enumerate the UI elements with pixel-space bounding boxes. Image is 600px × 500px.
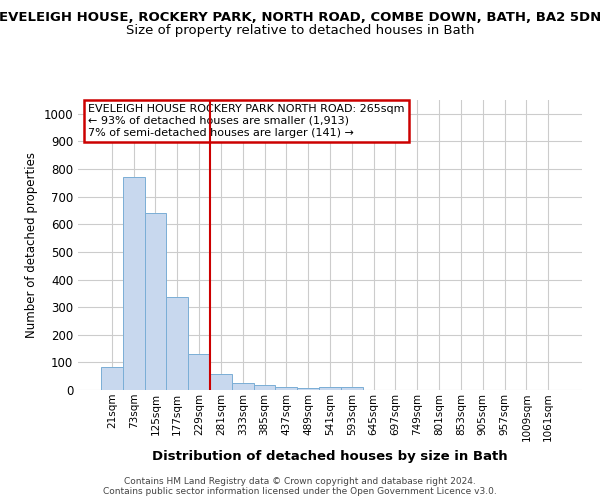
Bar [101, 368, 123, 390]
Bar [254, 385, 275, 390]
Bar [297, 388, 319, 390]
Bar [123, 178, 145, 390]
Bar [341, 387, 363, 390]
Text: EVELEIGH HOUSE, ROCKERY PARK, NORTH ROAD, COMBE DOWN, BATH, BA2 5DN: EVELEIGH HOUSE, ROCKERY PARK, NORTH ROAD… [0, 11, 600, 24]
Text: Contains HM Land Registry data © Crown copyright and database right 2024.: Contains HM Land Registry data © Crown c… [124, 478, 476, 486]
Text: EVELEIGH HOUSE ROCKERY PARK NORTH ROAD: 265sqm
← 93% of detached houses are smal: EVELEIGH HOUSE ROCKERY PARK NORTH ROAD: … [88, 104, 404, 138]
Bar [166, 298, 188, 390]
Text: Size of property relative to detached houses in Bath: Size of property relative to detached ho… [126, 24, 474, 37]
Y-axis label: Number of detached properties: Number of detached properties [25, 152, 38, 338]
Bar [145, 213, 166, 390]
Bar [188, 354, 210, 390]
Text: Contains public sector information licensed under the Open Government Licence v3: Contains public sector information licen… [103, 488, 497, 496]
Bar [210, 374, 232, 390]
Bar [275, 387, 297, 390]
X-axis label: Distribution of detached houses by size in Bath: Distribution of detached houses by size … [152, 450, 508, 462]
Bar [232, 383, 254, 390]
Bar [319, 387, 341, 390]
